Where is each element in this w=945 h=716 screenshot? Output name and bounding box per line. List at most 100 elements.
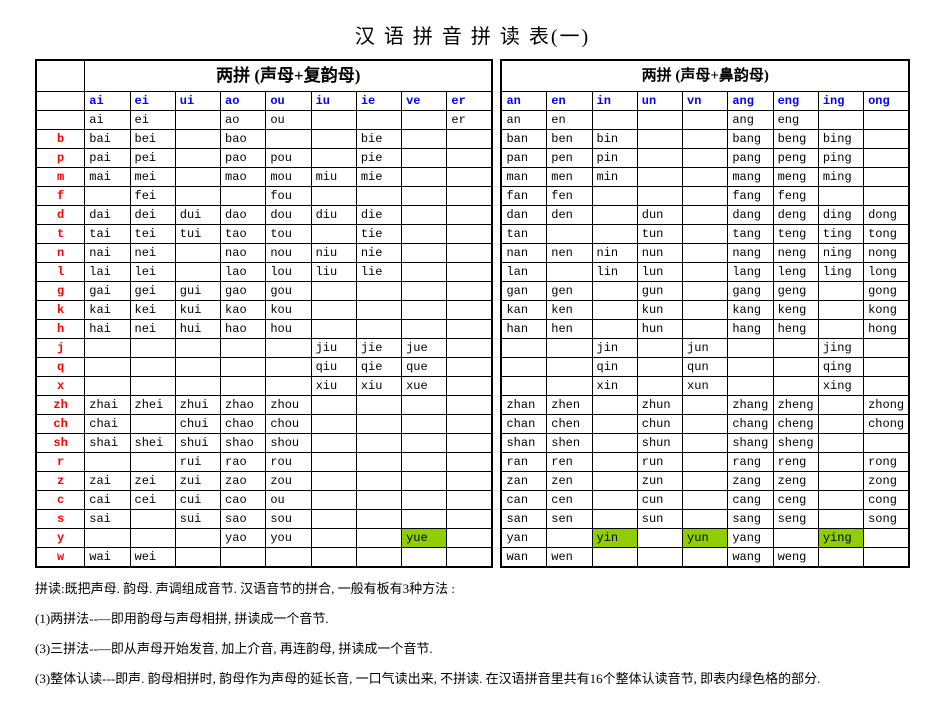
syllable-cell: song — [864, 510, 909, 529]
syllable-cell: geng — [773, 282, 818, 301]
syllable-cell: shei — [130, 434, 175, 453]
syllable-cell: dan — [501, 206, 546, 225]
syllable-cell: min — [592, 168, 637, 187]
syllable-cell: zao — [221, 472, 266, 491]
syllable-cell: zun — [637, 472, 682, 491]
syllable-cell: rou — [266, 453, 311, 472]
syllable-cell — [683, 301, 728, 320]
syllable-cell: shan — [501, 434, 546, 453]
syllable-cell: mou — [266, 168, 311, 187]
syllable-cell: ei — [130, 111, 175, 130]
syllable-cell — [266, 377, 311, 396]
syllable-cell — [592, 320, 637, 339]
syllable-cell: bang — [728, 130, 773, 149]
syllable-cell — [637, 377, 682, 396]
syllable-cell — [592, 472, 637, 491]
syllable-cell: hong — [864, 320, 909, 339]
syllable-cell — [864, 434, 909, 453]
syllable-cell: nei — [130, 244, 175, 263]
syllable-cell: nie — [356, 244, 401, 263]
syllable-cell: qiu — [311, 358, 356, 377]
separator — [492, 244, 501, 263]
syllable-cell: en — [547, 111, 592, 130]
syllable-cell: liu — [311, 263, 356, 282]
syllable-cell: bei — [130, 130, 175, 149]
syllable-cell — [130, 358, 175, 377]
syllable-cell: jiu — [311, 339, 356, 358]
syllable-cell: gong — [864, 282, 909, 301]
syllable-cell — [447, 339, 492, 358]
syllable-cell: xue — [402, 377, 447, 396]
note-line: (3)整体认读---即声. 韵母相拼时, 韵母作为声母的延长音, 一口气读出来,… — [35, 666, 910, 692]
initial-cell: l — [36, 263, 85, 282]
syllable-cell: zhou — [266, 396, 311, 415]
syllable-cell — [683, 320, 728, 339]
syllable-cell — [311, 434, 356, 453]
syllable-cell — [728, 377, 773, 396]
syllable-cell: tei — [130, 225, 175, 244]
syllable-cell: ran — [501, 453, 546, 472]
syllable-cell: bin — [592, 130, 637, 149]
syllable-cell — [864, 168, 909, 187]
syllable-cell: chun — [637, 415, 682, 434]
syllable-cell: lei — [130, 263, 175, 282]
syllable-cell — [356, 320, 401, 339]
syllable-cell — [85, 377, 130, 396]
note-line: 拼读:既把声母. 韵母. 声调组成音节. 汉语音节的拼合, 一般有板有3种方法 … — [35, 576, 910, 602]
syllable-cell: kui — [175, 301, 220, 320]
syllable-cell: lin — [592, 263, 637, 282]
syllable-cell: xing — [818, 377, 863, 396]
initial-cell: h — [36, 320, 85, 339]
syllable-cell — [592, 510, 637, 529]
syllable-cell — [85, 339, 130, 358]
syllable-cell — [501, 358, 546, 377]
syllable-cell — [447, 434, 492, 453]
syllable-cell — [818, 301, 863, 320]
syllable-cell — [175, 168, 220, 187]
syllable-cell: ying — [818, 529, 863, 548]
final-header: er — [447, 92, 492, 111]
syllable-cell — [728, 339, 773, 358]
syllable-cell — [637, 187, 682, 206]
syllable-cell — [447, 206, 492, 225]
syllable-cell — [311, 149, 356, 168]
syllable-cell — [311, 453, 356, 472]
syllable-cell: bao — [221, 130, 266, 149]
syllable-cell: lai — [85, 263, 130, 282]
syllable-cell — [266, 130, 311, 149]
syllable-cell: an — [501, 111, 546, 130]
syllable-cell: zheng — [773, 396, 818, 415]
syllable-cell: zhan — [501, 396, 546, 415]
final-header: ie — [356, 92, 401, 111]
syllable-cell: dui — [175, 206, 220, 225]
syllable-cell — [356, 415, 401, 434]
syllable-cell: pan — [501, 149, 546, 168]
syllable-cell — [266, 358, 311, 377]
syllable-cell — [818, 111, 863, 130]
syllable-cell: cheng — [773, 415, 818, 434]
syllable-cell — [356, 301, 401, 320]
syllable-cell: dang — [728, 206, 773, 225]
final-header: an — [501, 92, 546, 111]
syllable-cell: wang — [728, 548, 773, 568]
syllable-cell: hang — [728, 320, 773, 339]
syllable-cell: pei — [130, 149, 175, 168]
final-header: vn — [683, 92, 728, 111]
syllable-cell: qin — [592, 358, 637, 377]
syllable-cell: zhang — [728, 396, 773, 415]
syllable-cell: jie — [356, 339, 401, 358]
syllable-cell: lao — [221, 263, 266, 282]
syllable-cell: shui — [175, 434, 220, 453]
syllable-cell: fou — [266, 187, 311, 206]
syllable-cell: zhao — [221, 396, 266, 415]
syllable-cell — [592, 225, 637, 244]
syllable-cell — [773, 358, 818, 377]
initial-cell: g — [36, 282, 85, 301]
syllable-cell — [175, 377, 220, 396]
syllable-cell — [864, 339, 909, 358]
syllable-cell — [592, 548, 637, 568]
syllable-cell: bing — [818, 130, 863, 149]
separator — [492, 510, 501, 529]
section1-header: 两拼 (声母+复韵母) — [85, 60, 492, 92]
syllable-cell — [864, 529, 909, 548]
